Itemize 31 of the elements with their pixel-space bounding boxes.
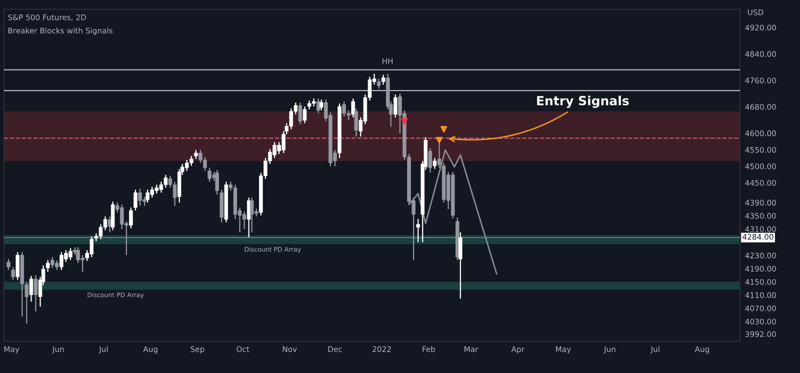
candlestick	[302, 106, 307, 124]
candlestick	[29, 275, 34, 302]
candlestick	[34, 274, 38, 312]
candlestick	[298, 102, 302, 125]
candlestick	[320, 98, 324, 111]
candlestick	[129, 206, 133, 229]
candlestick	[351, 98, 355, 118]
candlestick	[376, 78, 381, 90]
point	[440, 126, 448, 133]
candlestick	[134, 189, 138, 212]
annotation: Entry Signals	[537, 96, 629, 108]
candlestick	[381, 74, 386, 86]
candlestick	[242, 210, 246, 230]
point	[401, 118, 408, 125]
candlestick	[172, 181, 177, 206]
candlestick	[394, 94, 398, 118]
candlestick	[11, 266, 15, 280]
candlestick	[6, 258, 10, 270]
candlestick	[110, 201, 115, 231]
candlestick	[428, 148, 432, 174]
candlestick	[46, 259, 50, 272]
point	[436, 136, 443, 144]
candlestick	[24, 281, 29, 324]
candlestick	[354, 108, 358, 138]
candlestick	[458, 232, 462, 300]
candlestick	[416, 218, 420, 243]
candlestick	[432, 157, 437, 170]
candlestick	[208, 167, 212, 182]
candlestick	[16, 252, 20, 280]
candlestick	[316, 98, 320, 114]
candlestick	[215, 169, 219, 196]
